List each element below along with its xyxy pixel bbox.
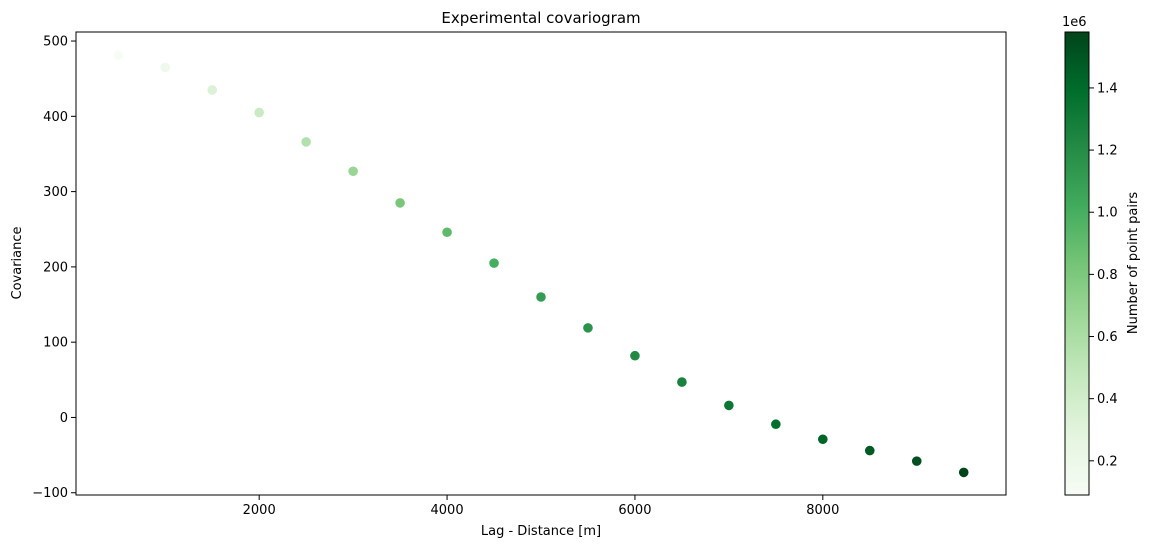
scatter-point: [583, 323, 593, 333]
colorbar-ticks: 0.2 0.4 0.6 0.8 1.0 1.2 1.4: [1089, 81, 1118, 469]
y-axis-ticks: −100 0 100 200 300 400 500: [32, 35, 76, 501]
scatter-point: [442, 227, 452, 238]
colorbar-offset-text: 1e6: [1062, 15, 1087, 30]
scatter-point: [818, 434, 828, 445]
colorbar-gradient: [1064, 31, 1090, 496]
x-tick-label: 2000: [243, 503, 276, 518]
colorbar-tick-label: 0.6: [1097, 330, 1118, 345]
y-tick-label: 400: [43, 110, 68, 125]
colorbar-tick-label: 1.4: [1097, 81, 1118, 96]
x-axis-ticks: 2000 4000 6000 8000: [243, 495, 839, 518]
plot-frame: [75, 31, 1007, 496]
scatter-point: [301, 137, 311, 147]
y-tick-label: −100: [32, 486, 68, 501]
colorbar-tick-label: 1.0: [1097, 206, 1118, 221]
y-tick-label: 200: [43, 260, 68, 275]
scatter-point: [489, 258, 499, 268]
scatter-point: [771, 419, 781, 430]
chart-title: Experimental covariogram: [441, 9, 640, 27]
x-axis-label: Lag - Distance [m]: [481, 524, 601, 539]
scatter-point: [958, 467, 969, 478]
scatter-point: [207, 85, 218, 95]
colorbar: 0.2 0.4 0.6 0.8 1.0 1.2 1.4 1e6 Number of poin…: [1062, 15, 1141, 496]
scatter-point: [113, 50, 124, 61]
x-tick-label: 6000: [618, 503, 651, 518]
colorbar-tick-label: 1.2: [1097, 144, 1118, 159]
scatter-point: [864, 445, 875, 456]
colorbar-label: Number of point pairs: [1126, 192, 1141, 334]
scatter-point: [630, 350, 640, 361]
scatter-point: [160, 62, 171, 73]
scatter-point: [911, 456, 922, 466]
y-tick-label: 0: [60, 411, 68, 426]
x-tick-label: 8000: [806, 503, 839, 518]
scatter-point: [724, 400, 734, 411]
scatter-point: [395, 198, 405, 208]
x-tick-label: 4000: [431, 503, 464, 518]
y-tick-label: 100: [43, 336, 68, 351]
y-tick-label: 300: [43, 185, 68, 200]
plot-area: 2000 4000 6000 8000 −100 0 100 200 300 400 500: [32, 31, 1007, 518]
colorbar-tick-label: 0.2: [1097, 454, 1118, 469]
y-axis-label: Covariance: [10, 227, 25, 300]
colorbar-tick-label: 0.4: [1097, 392, 1118, 407]
scatter-point: [536, 292, 546, 302]
scatter-point: [254, 107, 264, 118]
scatter-points: [113, 50, 969, 478]
scatter-point: [677, 377, 687, 387]
scatter-point: [348, 166, 358, 177]
colorbar-tick-label: 0.8: [1097, 268, 1118, 283]
y-tick-label: 500: [43, 35, 68, 50]
